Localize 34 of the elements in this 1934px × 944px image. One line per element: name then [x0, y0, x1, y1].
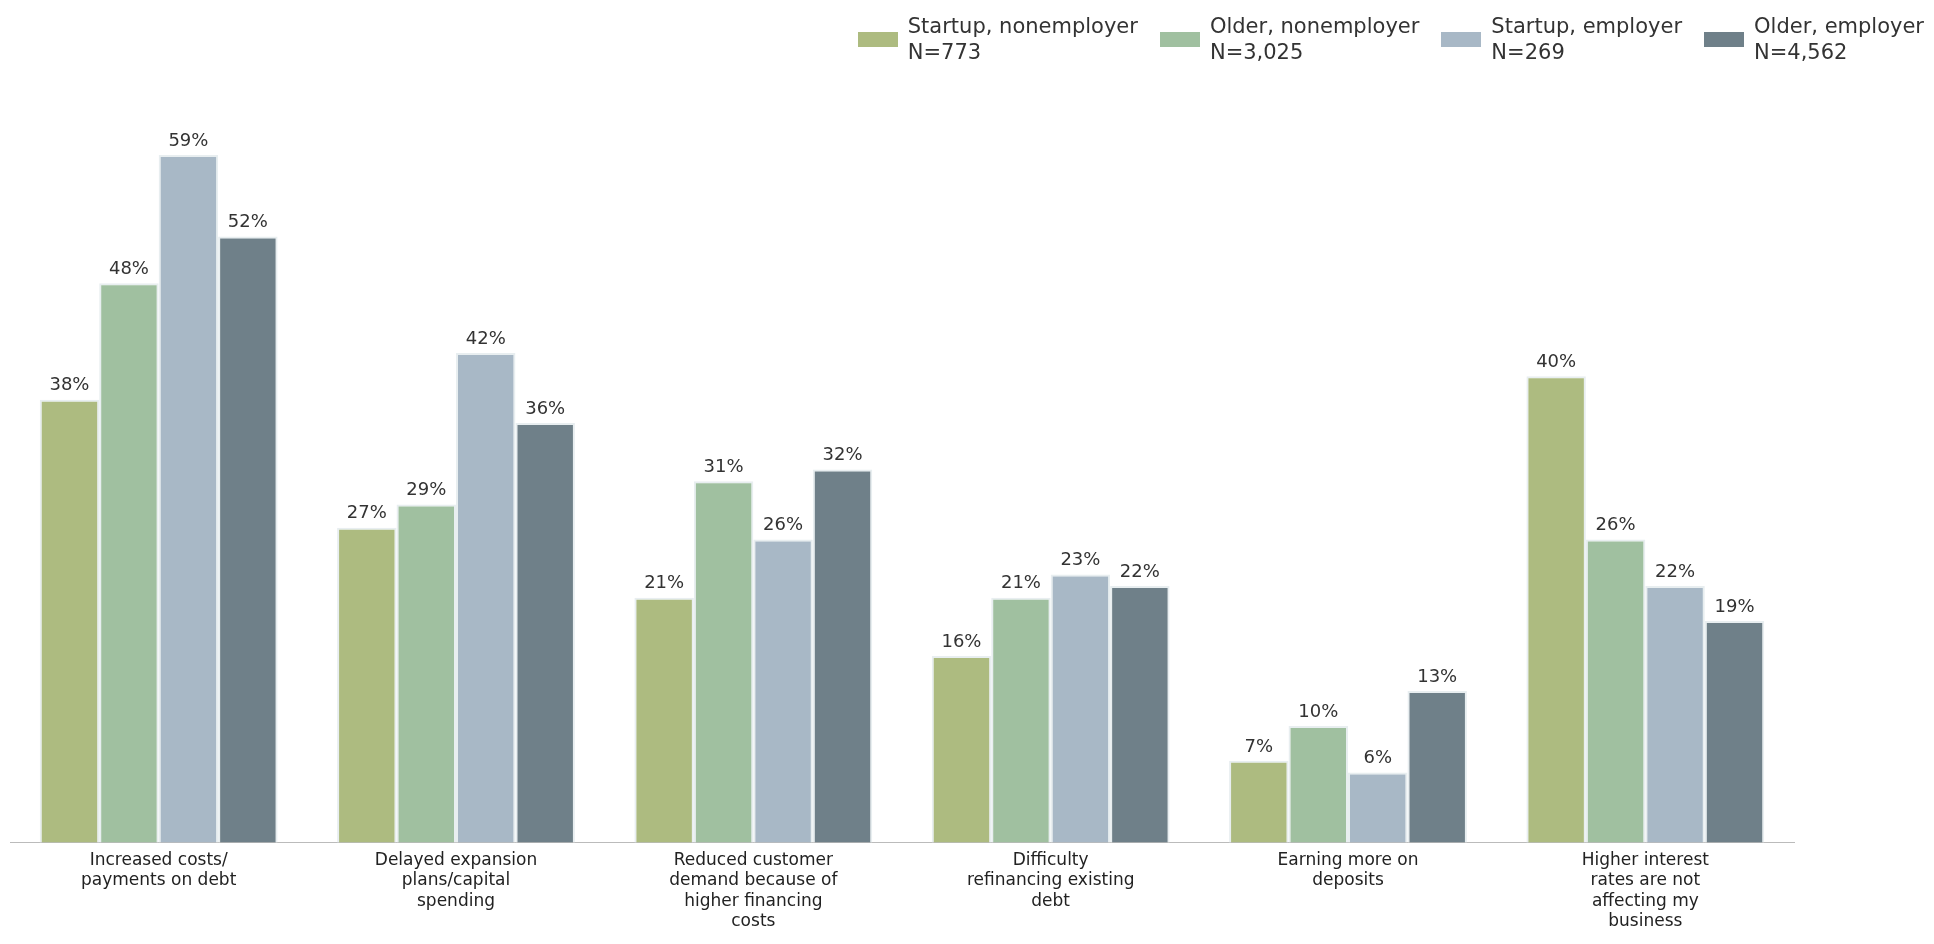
- legend-label: Older, employer N=4,562: [1754, 13, 1924, 65]
- data-label: 26%: [763, 513, 804, 535]
- x-tick-label: Delayed expansion plans/capital spending: [374, 849, 538, 910]
- data-label: 21%: [644, 571, 685, 593]
- data-label: 19%: [1714, 594, 1755, 616]
- data-label: 22%: [1655, 559, 1696, 581]
- data-label: 16%: [941, 629, 982, 651]
- data-label: 23%: [1060, 548, 1101, 570]
- data-label: 29%: [406, 478, 447, 500]
- data-label: 48%: [108, 256, 149, 278]
- x-tick-label: Higher interest rates are not affecting my business: [1581, 849, 1710, 931]
- x-tick-label: Earning more on deposits: [1277, 849, 1419, 890]
- data-label: 21%: [1000, 571, 1041, 593]
- data-label: 36%: [525, 396, 566, 418]
- data-label: 59%: [168, 128, 209, 150]
- data-label: 40%: [1536, 350, 1577, 372]
- data-label: 27%: [346, 501, 387, 523]
- x-tick-label: Reduced customer demand because of higher financing costs: [669, 849, 839, 931]
- data-label: 6%: [1363, 746, 1393, 768]
- legend-label: Older, nonemployer N=3,025: [1209, 13, 1420, 65]
- data-label: 31%: [703, 454, 744, 476]
- data-label: 26%: [1595, 513, 1636, 535]
- x-tick-label: Increased costs/ payments on debt: [81, 849, 237, 890]
- data-label: 22%: [1119, 559, 1160, 581]
- data-label: 42%: [465, 326, 506, 348]
- legend-label: Startup, nonemployer N=773: [907, 13, 1138, 65]
- legend-label: Startup, employer N=269: [1491, 13, 1683, 65]
- data-label: 10%: [1298, 699, 1339, 721]
- data-label: 13%: [1417, 664, 1458, 686]
- data-label: 7%: [1244, 734, 1274, 756]
- data-label: 32%: [822, 443, 863, 465]
- data-label: 52%: [227, 210, 268, 232]
- data-label: 38%: [49, 373, 90, 395]
- x-tick-label: Difficulty refinancing existing debt: [966, 849, 1135, 910]
